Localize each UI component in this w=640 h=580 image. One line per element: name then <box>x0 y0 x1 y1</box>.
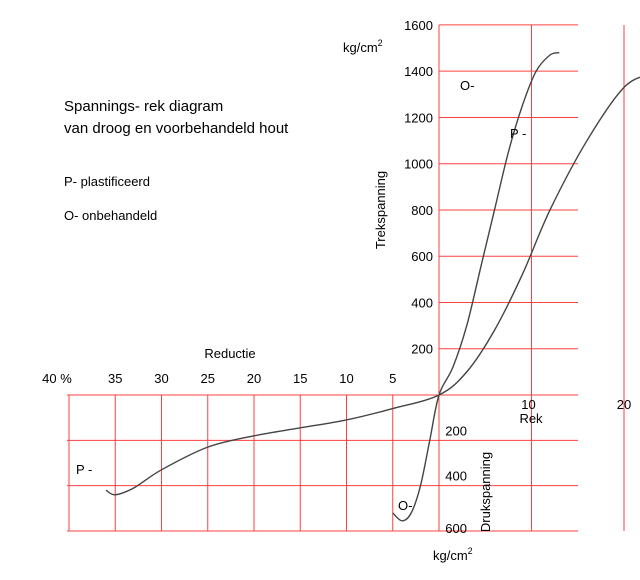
y-tick-label-negative: 200 <box>445 423 467 438</box>
x-tick-label-negative: 10 <box>339 371 353 386</box>
y-tick-label-negative: 600 <box>445 521 467 536</box>
x-tick-label-positive: 20 <box>617 397 631 412</box>
x-tick-label-negative: 35 <box>108 371 122 386</box>
series-label-o-tension: O- <box>460 78 474 93</box>
chart-title: Spannings- rek diagram van droog en voor… <box>64 96 288 140</box>
legend-p: P- plastificeerd <box>64 174 150 189</box>
chart-title-line1: Spannings- rek diagram <box>64 98 224 115</box>
x-tick-label-negative: 5 <box>389 371 396 386</box>
y-tick-label: 1400 <box>404 64 433 79</box>
series-line-p <box>105 76 640 496</box>
chart-title-line2: van droog en voorbehandeld hout <box>64 120 289 137</box>
x-tick-label-positive: 10 <box>521 397 535 412</box>
x-tick-label-negative: 20 <box>247 371 261 386</box>
x-tick-label-negative: 40 % <box>42 371 72 386</box>
series-label-p-compression: P - <box>76 462 92 477</box>
series-line-o <box>392 51 560 522</box>
y-unit-negative: kg/cm2 <box>433 546 473 563</box>
y-tick-label: 200 <box>411 342 433 357</box>
legend-o: O- onbehandeld <box>64 208 158 223</box>
y-axis-title-positive: Trekspanning <box>373 171 388 249</box>
x-axis-title-negative: Reductie <box>204 346 255 361</box>
x-tick-label-negative: 30 <box>154 371 168 386</box>
y-tick-label: 600 <box>411 249 433 264</box>
series-label-o-compression: O- <box>398 498 412 513</box>
y-tick-label: 1200 <box>404 110 433 125</box>
x-axis-title-positive: Rek <box>519 411 543 426</box>
y-tick-label: 400 <box>411 295 433 310</box>
y-axis-title-negative: Drukspanning <box>478 452 493 532</box>
series-label-p-tension: P - <box>510 126 526 141</box>
y-tick-label: 1600 <box>404 18 433 33</box>
y-tick-label: 800 <box>411 203 433 218</box>
y-tick-label: 1000 <box>404 157 433 172</box>
y-tick-label-negative: 400 <box>445 469 467 484</box>
x-tick-label-negative: 15 <box>293 371 307 386</box>
y-unit-positive: kg/cm2 <box>343 38 383 55</box>
x-tick-label-negative: 25 <box>201 371 215 386</box>
